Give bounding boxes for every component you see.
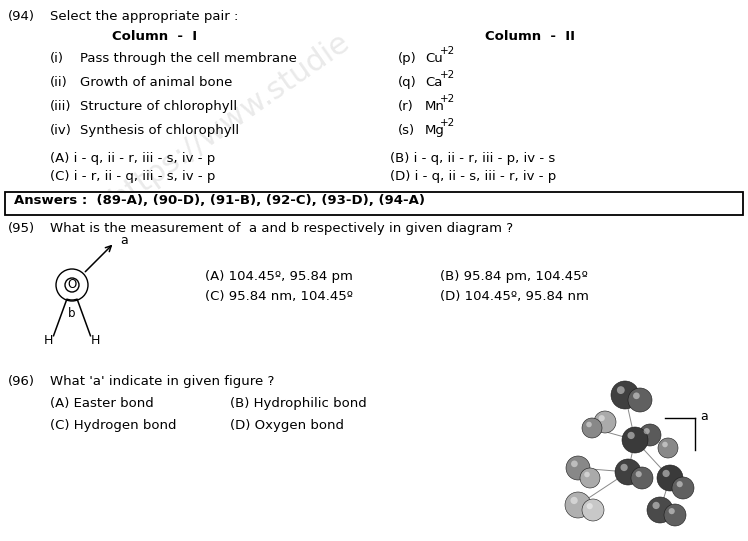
Circle shape xyxy=(615,459,641,485)
Text: Answers :  (89-A), (90-D), (91-B), (92-C), (93-D), (94-A): Answers : (89-A), (90-D), (91-B), (92-C)… xyxy=(14,194,425,207)
Circle shape xyxy=(565,492,591,518)
Text: b: b xyxy=(68,307,76,320)
Circle shape xyxy=(598,415,605,421)
Circle shape xyxy=(584,472,590,477)
Circle shape xyxy=(617,386,625,394)
Text: Column  -  I: Column - I xyxy=(112,30,197,43)
Circle shape xyxy=(631,467,653,489)
Text: (C) i - r, ii - q, iii - s, iv - p: (C) i - r, ii - q, iii - s, iv - p xyxy=(50,170,215,183)
Text: (iii): (iii) xyxy=(50,100,72,113)
Circle shape xyxy=(639,424,661,446)
Circle shape xyxy=(566,456,590,480)
Text: Mg: Mg xyxy=(425,124,445,137)
Circle shape xyxy=(664,504,686,526)
Text: Pass through the cell membrane: Pass through the cell membrane xyxy=(80,52,297,65)
Text: +2: +2 xyxy=(440,94,456,104)
Text: Ca: Ca xyxy=(425,76,442,89)
Text: H: H xyxy=(44,334,53,347)
Circle shape xyxy=(636,471,642,477)
Circle shape xyxy=(657,465,683,491)
Circle shape xyxy=(628,388,652,412)
Text: (B) 95.84 pm, 104.45º: (B) 95.84 pm, 104.45º xyxy=(440,270,588,283)
Text: Structure of chlorophyll: Structure of chlorophyll xyxy=(80,100,237,113)
Circle shape xyxy=(580,468,600,488)
Circle shape xyxy=(622,427,648,453)
Text: Select the appropriate pair :: Select the appropriate pair : xyxy=(50,10,239,23)
Circle shape xyxy=(571,497,577,504)
Text: (D) 104.45º, 95.84 nm: (D) 104.45º, 95.84 nm xyxy=(440,290,589,303)
Text: (C) 95.84 nm, 104.45º: (C) 95.84 nm, 104.45º xyxy=(205,290,353,303)
Text: +2: +2 xyxy=(440,70,456,80)
Text: O: O xyxy=(67,279,76,292)
Circle shape xyxy=(586,421,592,427)
Circle shape xyxy=(571,460,577,467)
Text: (D) i - q, ii - s, iii - r, iv - p: (D) i - q, ii - s, iii - r, iv - p xyxy=(390,170,557,183)
Text: H: H xyxy=(91,334,100,347)
Circle shape xyxy=(662,441,668,447)
Circle shape xyxy=(663,470,669,477)
Circle shape xyxy=(633,392,640,399)
Circle shape xyxy=(628,432,635,439)
Text: What is the measurement of  a and b respectively in given diagram ?: What is the measurement of a and b respe… xyxy=(50,222,513,235)
Text: Synthesis of chlorophyll: Synthesis of chlorophyll xyxy=(80,124,239,137)
Text: (iv): (iv) xyxy=(50,124,72,137)
Text: (95): (95) xyxy=(8,222,35,235)
Text: (s): (s) xyxy=(398,124,415,137)
Circle shape xyxy=(611,381,639,409)
Text: (96): (96) xyxy=(8,375,35,388)
Text: Growth of animal bone: Growth of animal bone xyxy=(80,76,233,89)
Text: +2: +2 xyxy=(440,46,456,56)
Circle shape xyxy=(677,481,683,487)
Circle shape xyxy=(582,499,604,521)
Text: (94): (94) xyxy=(8,10,35,23)
Text: (p): (p) xyxy=(398,52,417,65)
Text: (A) Easter bond: (A) Easter bond xyxy=(50,397,154,410)
Text: What 'a' indicate in given figure ?: What 'a' indicate in given figure ? xyxy=(50,375,275,388)
Text: (r): (r) xyxy=(398,100,414,113)
Text: Mn: Mn xyxy=(425,100,445,113)
Text: (ii): (ii) xyxy=(50,76,68,89)
Text: (A) i - q, ii - r, iii - s, iv - p: (A) i - q, ii - r, iii - s, iv - p xyxy=(50,152,215,165)
Text: +2: +2 xyxy=(440,118,456,128)
Text: Column  -  II: Column - II xyxy=(485,30,575,43)
Circle shape xyxy=(643,428,650,434)
Text: (A) 104.45º, 95.84 pm: (A) 104.45º, 95.84 pm xyxy=(205,270,353,283)
Text: a: a xyxy=(700,410,708,423)
Text: https://www.studie: https://www.studie xyxy=(105,27,355,214)
Circle shape xyxy=(586,503,592,509)
Circle shape xyxy=(658,438,678,458)
Text: (i): (i) xyxy=(50,52,64,65)
Text: (B) i - q, ii - r, iii - p, iv - s: (B) i - q, ii - r, iii - p, iv - s xyxy=(390,152,555,165)
Text: (D) Oxygen bond: (D) Oxygen bond xyxy=(230,419,344,432)
Circle shape xyxy=(594,411,616,433)
Bar xyxy=(5,192,743,215)
Circle shape xyxy=(620,464,628,471)
Circle shape xyxy=(669,508,675,514)
Circle shape xyxy=(672,477,694,499)
Text: a: a xyxy=(120,234,128,247)
Circle shape xyxy=(652,502,660,509)
Circle shape xyxy=(582,418,602,438)
Text: (B) Hydrophilic bond: (B) Hydrophilic bond xyxy=(230,397,367,410)
Circle shape xyxy=(647,497,673,523)
Text: (q): (q) xyxy=(398,76,417,89)
Text: Cu: Cu xyxy=(425,52,443,65)
Text: (C) Hydrogen bond: (C) Hydrogen bond xyxy=(50,419,177,432)
